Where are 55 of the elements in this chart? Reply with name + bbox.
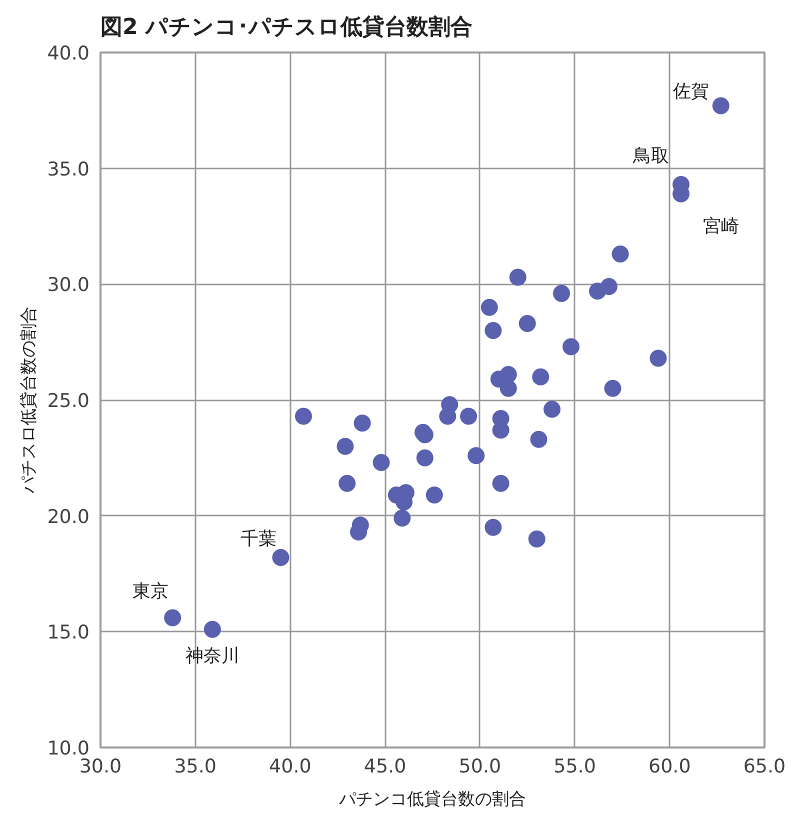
x-tick-label: 40.0: [269, 756, 312, 778]
point: [604, 380, 622, 397]
point: [528, 530, 546, 548]
y-axis-title: パチスロ低貸台数の割合: [19, 306, 40, 494]
point: [372, 454, 390, 472]
annotation: 東京: [132, 580, 169, 602]
point: [336, 438, 354, 455]
point: [439, 408, 456, 425]
annotation: 神奈川: [185, 645, 240, 666]
annotation: 千葉: [240, 528, 277, 550]
point: [600, 278, 618, 295]
chart-title: 図2 パチンコ･パチスロ低貸台数割合: [100, 14, 472, 40]
y-tick-label: 40.0: [47, 42, 90, 64]
point: [204, 620, 221, 638]
annotation: 鳥取: [632, 146, 670, 167]
point: [530, 430, 548, 448]
point: [484, 518, 502, 536]
x-tick-label: 45.0: [364, 756, 406, 778]
x-axis-title: パチンコ低貸台数の割合: [338, 790, 526, 810]
point: [509, 268, 526, 286]
x-tick-label: 55.0: [554, 756, 596, 778]
x-tick-label: 35.0: [174, 756, 217, 778]
annotation: 宮崎: [703, 216, 740, 237]
point: [532, 368, 550, 386]
point: [416, 449, 434, 466]
point: [518, 315, 536, 332]
x-tick-label: 65.0: [743, 756, 786, 778]
x-tick-label: 50.0: [458, 756, 502, 778]
point: [553, 284, 570, 302]
point: [492, 474, 510, 492]
point: [500, 380, 517, 397]
point: [544, 400, 561, 418]
point: [562, 338, 580, 356]
point: [338, 474, 356, 492]
point: [426, 486, 443, 504]
point: [272, 549, 290, 566]
point: [712, 97, 730, 114]
point: [612, 246, 629, 263]
point: [354, 414, 371, 432]
point: [468, 447, 485, 464]
point: [500, 366, 517, 383]
point: [650, 350, 667, 367]
x-tick-label: 60.0: [648, 756, 691, 778]
point: [394, 510, 411, 527]
point: [480, 298, 498, 316]
y-tick-label: 20.0: [47, 506, 90, 528]
y-tick-label: 15.0: [47, 622, 90, 644]
point: [294, 408, 312, 425]
y-tick-label: 30.0: [47, 274, 90, 296]
y-tick-label: 25.0: [47, 390, 90, 412]
point: [164, 609, 182, 626]
point: [484, 322, 502, 339]
point: [460, 408, 478, 425]
annotation: 佐賀: [672, 80, 709, 102]
y-tick-label: 35.0: [47, 158, 90, 180]
